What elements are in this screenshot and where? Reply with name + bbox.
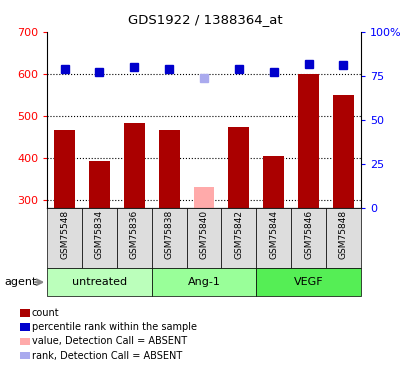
Bar	[290, 208, 325, 268]
Bar	[20, 338, 30, 345]
Bar	[158, 130, 179, 208]
Text: VEGF: VEGF	[293, 277, 323, 287]
Bar	[186, 208, 221, 268]
Bar	[47, 268, 151, 296]
Bar	[263, 156, 283, 208]
Text: GSM75836: GSM75836	[130, 210, 138, 259]
Text: value, Detection Call = ABSENT: value, Detection Call = ABSENT	[32, 336, 187, 346]
Bar	[221, 208, 256, 268]
Bar	[20, 309, 30, 316]
Bar	[325, 208, 360, 268]
Text: GSM75844: GSM75844	[269, 210, 277, 259]
Bar	[256, 268, 360, 296]
Text: GSM75842: GSM75842	[234, 210, 243, 259]
Bar	[124, 123, 144, 208]
Text: Ang-1: Ang-1	[187, 277, 220, 287]
Bar	[117, 208, 151, 268]
Text: GSM75840: GSM75840	[199, 210, 208, 259]
Text: untreated: untreated	[72, 277, 127, 287]
Bar	[20, 323, 30, 331]
Text: GSM75848: GSM75848	[338, 210, 347, 259]
Bar	[332, 95, 353, 208]
Bar	[82, 208, 117, 268]
Text: percentile rank within the sample: percentile rank within the sample	[32, 322, 196, 332]
Text: GSM75838: GSM75838	[164, 210, 173, 259]
Text: agent: agent	[4, 277, 36, 287]
Text: count: count	[32, 308, 59, 318]
Text: GDS1922 / 1388364_at: GDS1922 / 1388364_at	[127, 13, 282, 26]
Bar	[297, 74, 318, 208]
Bar	[47, 208, 82, 268]
Text: GSM75846: GSM75846	[303, 210, 312, 259]
Bar	[228, 127, 249, 208]
Bar	[89, 161, 110, 208]
Bar	[54, 130, 75, 208]
Bar	[193, 187, 214, 208]
Text: rank, Detection Call = ABSENT: rank, Detection Call = ABSENT	[32, 351, 182, 360]
Bar	[151, 208, 186, 268]
Text: GSM75834: GSM75834	[95, 210, 103, 259]
Bar	[20, 352, 30, 359]
Bar	[256, 208, 290, 268]
Bar	[151, 268, 256, 296]
Text: GSM75548: GSM75548	[60, 210, 69, 259]
